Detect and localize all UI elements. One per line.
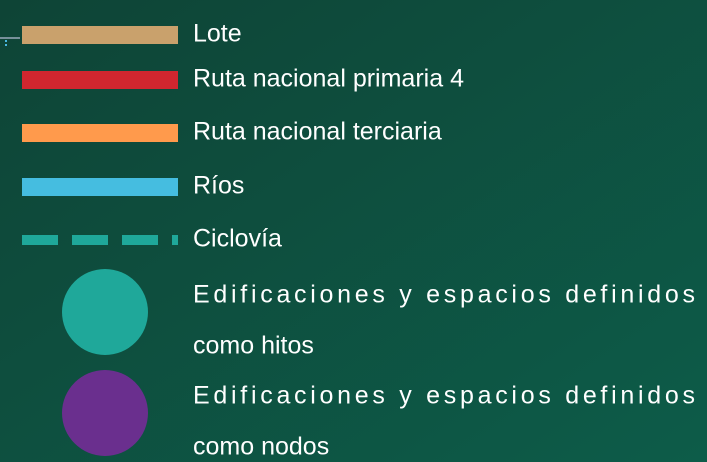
- legend-label: Ríos: [193, 172, 244, 200]
- legend-label: Edificaciones y espacios definidos: [193, 382, 695, 410]
- legend-swatch: [22, 71, 178, 89]
- legend-label: Ruta nacional primaria 4: [193, 65, 464, 93]
- legend-swatch: [22, 26, 178, 44]
- legend-label: Edificaciones y espacios definidos: [193, 281, 695, 309]
- legend-label: como hitos: [193, 332, 314, 360]
- legend-label: Ciclovía: [193, 225, 282, 253]
- legend-label: como nodos: [193, 433, 329, 461]
- legend-label: Ruta nacional terciaria: [193, 118, 442, 146]
- legend-swatch: [22, 124, 178, 142]
- legend-swatch: [62, 269, 148, 355]
- legend-swatch: [62, 370, 148, 456]
- legend-label: Lote: [193, 20, 242, 48]
- legend-swatch: [22, 178, 178, 196]
